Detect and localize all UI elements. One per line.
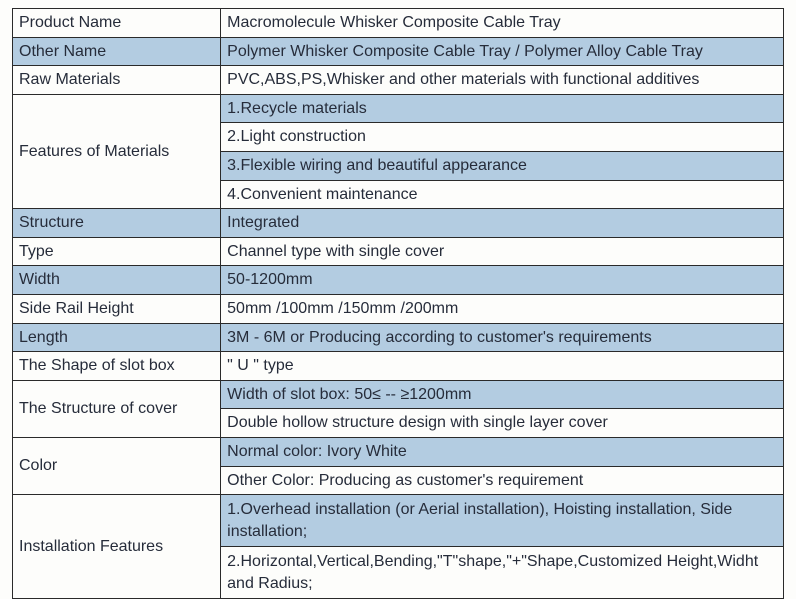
- row-value: Other Color: Producing as customer's req…: [221, 466, 784, 495]
- table-row: TypeChannel type with single cover: [13, 237, 784, 266]
- row-value: " U " type: [221, 352, 784, 381]
- row-label: Side Rail Height: [13, 294, 221, 323]
- row-value: 1.Overhead installation (or Aerial insta…: [221, 495, 784, 547]
- row-label: Product Name: [13, 9, 221, 38]
- row-label: Type: [13, 237, 221, 266]
- row-label: The Structure of cover: [13, 380, 221, 437]
- table-row: StructureIntegrated: [13, 209, 784, 238]
- row-label: Structure: [13, 209, 221, 238]
- table-row: The Shape of slot box" U " type: [13, 352, 784, 381]
- row-value: Double hollow structure design with sing…: [221, 409, 784, 438]
- row-value: Integrated: [221, 209, 784, 238]
- row-value: 2.Horizontal,Vertical,Bending,"T"shape,"…: [221, 547, 784, 599]
- table-row: Features of Materials1.Recycle materials: [13, 94, 784, 123]
- table-container: Product NameMacromolecule Whisker Compos…: [0, 0, 796, 517]
- row-value: PVC,ABS,PS,Whisker and other materials w…: [221, 66, 784, 95]
- spec-table: Product NameMacromolecule Whisker Compos…: [12, 8, 784, 599]
- row-value: 2.Light construction: [221, 123, 784, 152]
- row-label: Color: [13, 437, 221, 494]
- row-value: 50mm /100mm /150mm /200mm: [221, 294, 784, 323]
- row-value: 4.Convenient maintenance: [221, 180, 784, 209]
- table-row: Width50-1200mm: [13, 266, 784, 295]
- row-value: 3.Flexible wiring and beautiful appearan…: [221, 151, 784, 180]
- table-row: Length3M - 6M or Producing according to …: [13, 323, 784, 352]
- row-value: Macromolecule Whisker Composite Cable Tr…: [221, 9, 784, 38]
- row-value: Width of slot box: 50≤ -- ≥1200mm: [221, 380, 784, 409]
- table-row: Installation Features1.Overhead installa…: [13, 495, 784, 547]
- row-value: 1.Recycle materials: [221, 94, 784, 123]
- row-label: Length: [13, 323, 221, 352]
- row-label: The Shape of slot box: [13, 352, 221, 381]
- row-value: 50-1200mm: [221, 266, 784, 295]
- table-row: The Structure of coverWidth of slot box:…: [13, 380, 784, 409]
- table-row: Other NamePolymer Whisker Composite Cabl…: [13, 37, 784, 66]
- row-value: 3M - 6M or Producing according to custom…: [221, 323, 784, 352]
- table-row: ColorNormal color: Ivory White: [13, 437, 784, 466]
- row-label: Width: [13, 266, 221, 295]
- row-label: Installation Features: [13, 495, 221, 599]
- table-row: Product NameMacromolecule Whisker Compos…: [13, 9, 784, 38]
- row-label: Features of Materials: [13, 94, 221, 208]
- row-value: Polymer Whisker Composite Cable Tray / P…: [221, 37, 784, 66]
- row-label: Other Name: [13, 37, 221, 66]
- row-value: Normal color: Ivory White: [221, 437, 784, 466]
- row-label: Raw Materials: [13, 66, 221, 95]
- spec-table-body: Product NameMacromolecule Whisker Compos…: [13, 9, 784, 599]
- table-row: Side Rail Height50mm /100mm /150mm /200m…: [13, 294, 784, 323]
- row-value: Channel type with single cover: [221, 237, 784, 266]
- table-row: Raw MaterialsPVC,ABS,PS,Whisker and othe…: [13, 66, 784, 95]
